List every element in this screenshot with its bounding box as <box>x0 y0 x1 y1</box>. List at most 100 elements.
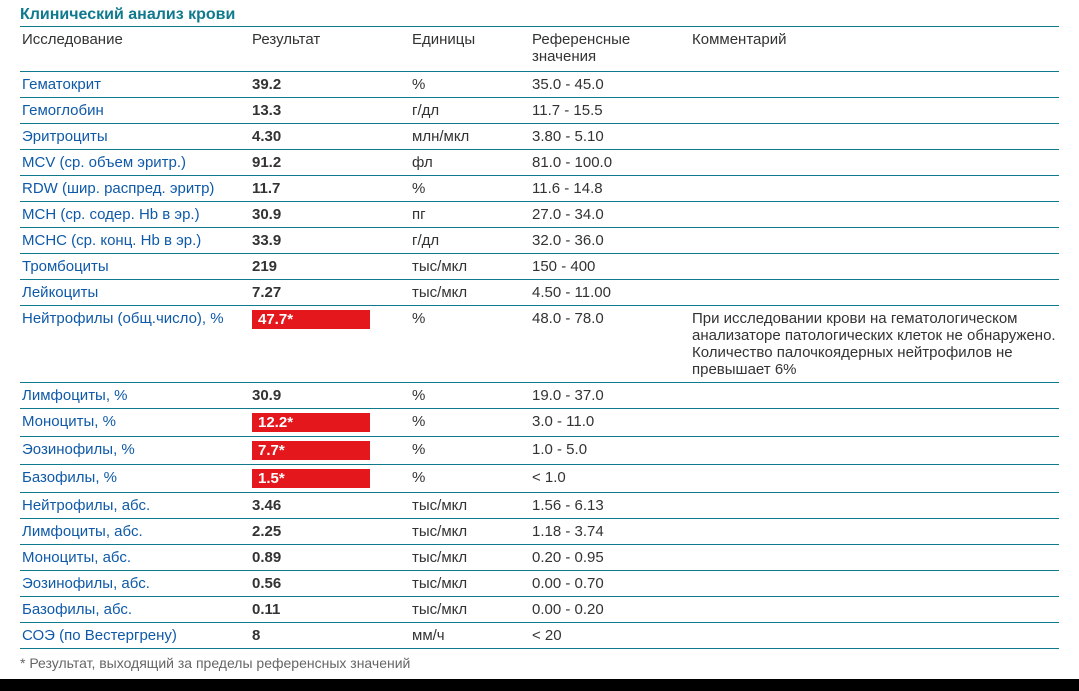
test-reference-range: 27.0 - 34.0 <box>530 202 690 228</box>
test-unit: тыс/мкл <box>410 545 530 571</box>
test-result: 0.56 <box>250 571 410 597</box>
test-result: 11.7 <box>250 176 410 202</box>
result-value: 7.27 <box>252 284 281 301</box>
test-name: RDW (шир. распред. эритр) <box>20 176 250 202</box>
test-reference-range: 1.18 - 3.74 <box>530 519 690 545</box>
test-name: СОЭ (по Вестергрену) <box>20 623 250 649</box>
test-result: 3.46 <box>250 493 410 519</box>
test-result: 8 <box>250 623 410 649</box>
test-reference-range: 32.0 - 36.0 <box>530 228 690 254</box>
result-value: 13.3 <box>252 102 281 119</box>
test-result: 7.27 <box>250 280 410 306</box>
test-result: 47.7* <box>250 306 410 383</box>
test-reference-range: 3.80 - 5.10 <box>530 124 690 150</box>
table-row: Базофилы, абс.0.11тыс/мкл0.00 - 0.20 <box>20 597 1059 623</box>
result-flagged: 47.7* <box>252 310 370 329</box>
table-row: RDW (шир. распред. эритр)11.7%11.6 - 14.… <box>20 176 1059 202</box>
test-reference-range: 0.20 - 0.95 <box>530 545 690 571</box>
test-reference-range: 0.00 - 0.70 <box>530 571 690 597</box>
test-name: MCV (ср. объем эритр.) <box>20 150 250 176</box>
test-reference-range: 48.0 - 78.0 <box>530 306 690 383</box>
test-unit: % <box>410 306 530 383</box>
col-header-ref: Референсные значения <box>530 27 690 72</box>
test-unit: г/дл <box>410 228 530 254</box>
test-name: Моноциты, абс. <box>20 545 250 571</box>
result-flagged: 1.5* <box>252 469 370 488</box>
table-row: Лимфоциты, абс.2.25тыс/мкл1.18 - 3.74 <box>20 519 1059 545</box>
test-reference-range: < 20 <box>530 623 690 649</box>
table-row: СОЭ (по Вестергрену)8мм/ч< 20 <box>20 623 1059 649</box>
test-comment <box>690 597 1059 623</box>
test-unit: млн/мкл <box>410 124 530 150</box>
test-result: 13.3 <box>250 98 410 124</box>
test-unit: мм/ч <box>410 623 530 649</box>
col-header-name: Исследование <box>20 27 250 72</box>
test-comment <box>690 202 1059 228</box>
test-result: 0.89 <box>250 545 410 571</box>
test-result: 39.2 <box>250 72 410 98</box>
test-name: Лимфоциты, абс. <box>20 519 250 545</box>
test-reference-range: 3.0 - 11.0 <box>530 409 690 437</box>
test-unit: тыс/мкл <box>410 254 530 280</box>
test-comment <box>690 383 1059 409</box>
section-title: Клинический анализ крови <box>20 4 1059 27</box>
table-row: MCV (ср. объем эритр.)91.2фл81.0 - 100.0 <box>20 150 1059 176</box>
col-header-result: Результат <box>250 27 410 72</box>
test-reference-range: 19.0 - 37.0 <box>530 383 690 409</box>
col-header-unit: Единицы <box>410 27 530 72</box>
test-name: Лимфоциты, % <box>20 383 250 409</box>
test-name: Эритроциты <box>20 124 250 150</box>
result-value: 0.11 <box>252 601 280 618</box>
result-value: 30.9 <box>252 206 281 223</box>
result-value: 33.9 <box>252 232 281 249</box>
test-result: 2.25 <box>250 519 410 545</box>
test-comment <box>690 228 1059 254</box>
test-reference-range: 0.00 - 0.20 <box>530 597 690 623</box>
result-flagged: 7.7* <box>252 441 370 460</box>
test-unit: тыс/мкл <box>410 571 530 597</box>
test-comment <box>690 437 1059 465</box>
result-value: 2.25 <box>252 523 281 540</box>
lab-report: Клинический анализ крови Исследование Ре… <box>0 0 1079 679</box>
test-comment <box>690 465 1059 493</box>
test-reference-range: 11.7 - 15.5 <box>530 98 690 124</box>
test-result: 12.2* <box>250 409 410 437</box>
test-result: 219 <box>250 254 410 280</box>
table-row: Эритроциты4.30млн/мкл3.80 - 5.10 <box>20 124 1059 150</box>
test-result: 0.11 <box>250 597 410 623</box>
results-table: Исследование Результат Единицы Референсн… <box>20 27 1059 649</box>
result-value: 0.56 <box>252 575 281 592</box>
test-unit: фл <box>410 150 530 176</box>
test-comment <box>690 571 1059 597</box>
test-unit: пг <box>410 202 530 228</box>
test-unit: % <box>410 72 530 98</box>
result-value: 3.46 <box>252 497 281 514</box>
test-comment <box>690 150 1059 176</box>
test-result: 30.9 <box>250 202 410 228</box>
test-reference-range: 4.50 - 11.00 <box>530 280 690 306</box>
test-reference-range: < 1.0 <box>530 465 690 493</box>
table-row: MCHC (ср. конц. Hb в эр.)33.9г/дл32.0 - … <box>20 228 1059 254</box>
table-row: Лимфоциты, %30.9%19.0 - 37.0 <box>20 383 1059 409</box>
test-unit: тыс/мкл <box>410 493 530 519</box>
table-row: Лейкоциты7.27тыс/мкл4.50 - 11.00 <box>20 280 1059 306</box>
table-row: Эозинофилы, абс.0.56тыс/мкл0.00 - 0.70 <box>20 571 1059 597</box>
test-unit: % <box>410 437 530 465</box>
test-comment <box>690 623 1059 649</box>
test-comment <box>690 176 1059 202</box>
test-reference-range: 150 - 400 <box>530 254 690 280</box>
test-name: Нейтрофилы, абс. <box>20 493 250 519</box>
test-name: MCH (ср. содер. Hb в эр.) <box>20 202 250 228</box>
test-unit: тыс/мкл <box>410 597 530 623</box>
test-result: 7.7* <box>250 437 410 465</box>
table-row: Гемоглобин13.3г/дл11.7 - 15.5 <box>20 98 1059 124</box>
test-unit: % <box>410 465 530 493</box>
test-comment <box>690 409 1059 437</box>
test-comment <box>690 280 1059 306</box>
test-reference-range: 81.0 - 100.0 <box>530 150 690 176</box>
test-comment: При исследовании крови на гематологическ… <box>690 306 1059 383</box>
test-result: 4.30 <box>250 124 410 150</box>
col-header-comm: Комментарий <box>690 27 1059 72</box>
table-row: Эозинофилы, %7.7*%1.0 - 5.0 <box>20 437 1059 465</box>
test-name: Нейтрофилы (общ.число), % <box>20 306 250 383</box>
